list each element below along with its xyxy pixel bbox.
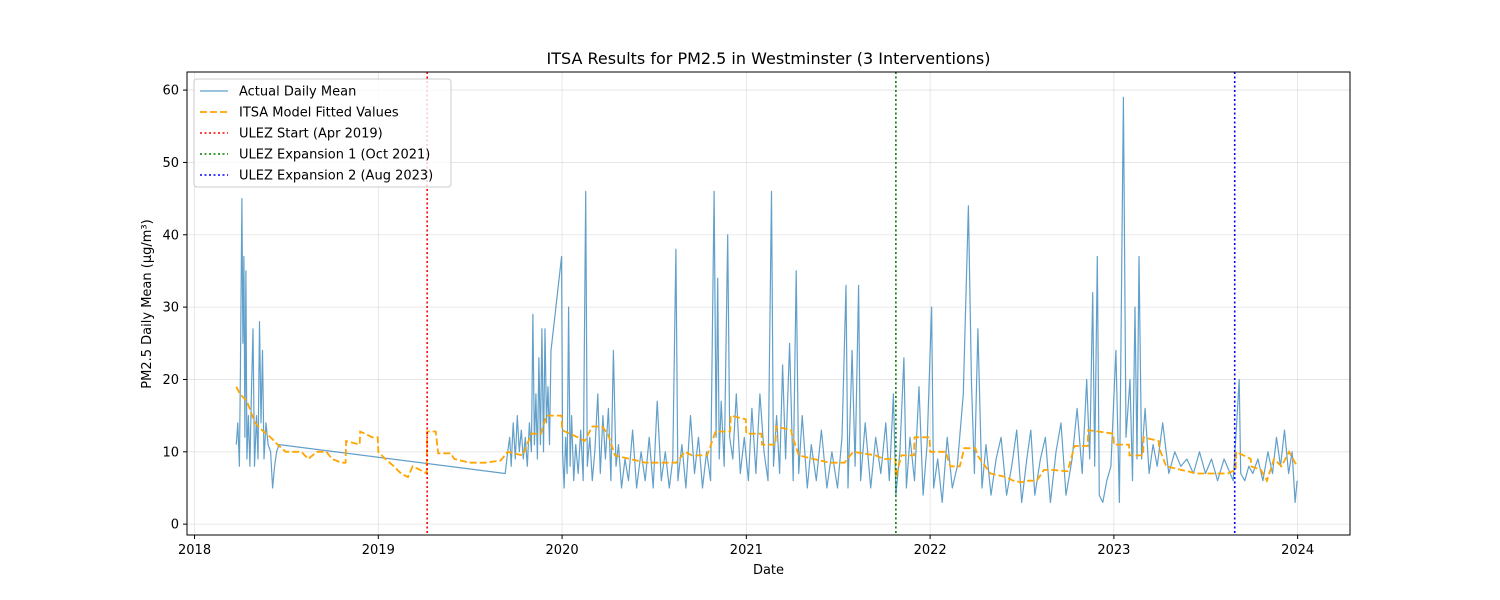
legend-label: Actual Daily Mean: [239, 85, 356, 100]
y-tick-label: 20: [162, 373, 179, 388]
legend: Actual Daily Mean ITSA Model Fitted Value…: [193, 78, 452, 188]
x-tick-label: 2024: [1281, 543, 1314, 558]
y-tick-label: 40: [162, 228, 179, 243]
x-tick-label: 2023: [1097, 543, 1130, 558]
legend-label: ULEZ Expansion 1 (Oct 2021): [239, 148, 430, 163]
legend-entries: Actual Daily Mean ITSA Model Fitted Value…: [200, 85, 433, 184]
x-axis-label: Date: [753, 563, 784, 578]
y-tick-label: 0: [171, 518, 179, 533]
y-tick-label: 60: [162, 84, 179, 99]
itsa-fitted-line: [235, 386, 1298, 484]
x-tick-label: 2020: [546, 543, 579, 558]
y-axis-label: PM2.5 Daily Mean (µg/m³): [140, 219, 155, 388]
chart-title: ITSA Results for PM2.5 in Westminster (3…: [547, 49, 991, 68]
x-tick-label: 2022: [914, 543, 947, 558]
y-tick-label: 10: [162, 445, 179, 460]
plot-frame: [186, 71, 1351, 536]
actual-daily-mean-line: [235, 96, 1298, 503]
y-tick-label: 50: [162, 156, 179, 171]
legend-label: ULEZ Expansion 2 (Aug 2023): [239, 169, 433, 184]
legend-label: ULEZ Start (Apr 2019): [239, 127, 383, 142]
x-tick-label: 2019: [362, 543, 395, 558]
x-tick-label: 2021: [730, 543, 763, 558]
data-layer: [235, 72, 1298, 535]
legend-label: ITSA Model Fitted Values: [239, 106, 399, 121]
y-tick-label: 30: [162, 301, 179, 316]
legend-box: [193, 78, 452, 188]
tick-layer: 0 10 20 30 40 50 60 2018 2019 2020 2021 2022 2023 202…: [162, 84, 1314, 558]
x-tick-label: 2018: [178, 543, 211, 558]
